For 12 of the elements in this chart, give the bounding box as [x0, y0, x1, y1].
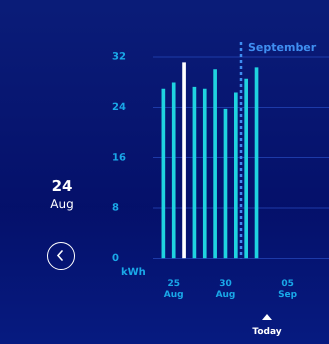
x-tick-label: 25 Aug	[164, 279, 184, 300]
text: Today	[251, 326, 283, 339]
y-axis-title: kWh	[121, 266, 146, 278]
y-tick-label: 32	[112, 52, 126, 63]
y-tick-label: 8	[112, 202, 119, 214]
x-tick-label: 05 Sep	[278, 279, 298, 300]
y-tick-label: 0	[112, 252, 119, 264]
y-tick-label: 16	[112, 152, 126, 164]
ref-line-label: September	[248, 40, 317, 54]
x-tick-label: 30 Aug	[216, 279, 236, 300]
y-tick-label: 24	[112, 102, 126, 113]
text: 24 Aug	[49, 176, 75, 212]
